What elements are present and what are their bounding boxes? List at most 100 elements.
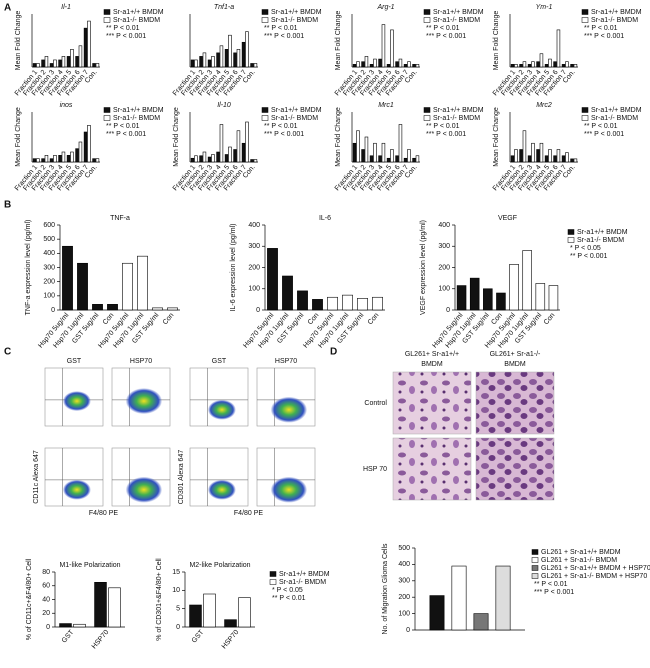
bar (233, 149, 237, 163)
bar (44, 56, 49, 68)
legend-swatch (103, 9, 111, 15)
legend-label: Sr-a1-/- BMDM (279, 579, 326, 586)
y-tick-label: 0 (446, 307, 450, 314)
bar (95, 158, 100, 163)
bar (544, 155, 549, 163)
bar (83, 27, 88, 68)
chart-title: M2-like Polarization (189, 562, 250, 569)
y-tick-label: 600 (43, 222, 55, 229)
bar (357, 298, 368, 311)
p-value-note: ** P < 0.01 (272, 595, 306, 602)
bar (53, 59, 57, 68)
bar (59, 623, 72, 628)
p-value-note: *** P < 0.001 (584, 131, 624, 138)
bar (245, 121, 249, 163)
bar (483, 288, 493, 311)
y-tick-label: 0 (51, 307, 55, 314)
bar (233, 52, 237, 68)
bar (70, 49, 74, 68)
flow-y-label: CD11c Alexa 647 (33, 450, 40, 504)
bar (92, 63, 96, 68)
y-axis-label: VEGF expression level (pg/ml) (420, 220, 427, 315)
y-axis-label: Mean Fold Change (15, 11, 22, 71)
bar (228, 146, 232, 163)
bar (219, 124, 224, 163)
bar (211, 56, 215, 68)
legend-label: Sr-a1+/+ BMDM (433, 9, 484, 16)
legend-swatch (423, 9, 431, 15)
legend-swatch (103, 115, 111, 121)
bar (152, 307, 163, 311)
bar (342, 294, 353, 311)
bar (83, 131, 88, 163)
bar (522, 61, 527, 68)
chart-title: Tnf1-a (214, 4, 234, 11)
y-tick-label: 200 (398, 594, 410, 601)
bar (253, 159, 258, 163)
legend-label: Sr-a1+/+ BMDM (591, 107, 642, 114)
chart-title: TNF-a (110, 215, 130, 222)
bar (122, 262, 133, 311)
bar (403, 157, 408, 163)
bar (78, 45, 83, 68)
bar (565, 152, 569, 163)
p-value-note: *** P < 0.001 (584, 33, 624, 40)
y-tick-label: 400 (43, 250, 55, 257)
flow-header: HSP70 (130, 358, 152, 365)
bar (390, 149, 394, 163)
y-tick-label: 500 (398, 545, 410, 552)
legend-swatch (567, 229, 575, 235)
bar (202, 52, 207, 68)
y-tick-label: 100 (438, 286, 450, 293)
bar (539, 53, 544, 68)
micrograph (475, 437, 555, 501)
bar (207, 156, 212, 163)
bar (32, 158, 37, 163)
bar (398, 58, 403, 68)
y-axis-label: Mean Fold Change (15, 107, 22, 167)
x-tick-label: Con (102, 312, 116, 326)
y-tick-label: 80 (42, 569, 50, 576)
bar (496, 292, 506, 311)
bar (364, 136, 369, 163)
legend-label: Sr-a1+/+ BMDM (591, 9, 642, 16)
bar (539, 142, 544, 163)
bar (561, 155, 566, 163)
bar (199, 56, 203, 68)
y-tick-label: 0 (46, 624, 50, 631)
legend-label: Sr-a1-/- BMDM (433, 115, 480, 122)
legend-label: Sr-a1-/- BMDM (113, 17, 160, 24)
bar (194, 59, 198, 68)
legend-swatch (581, 115, 589, 121)
bar (536, 61, 540, 68)
bar (41, 59, 45, 68)
bar (203, 593, 216, 628)
panel-label: B (4, 200, 11, 211)
y-axis-label: Mean Fold Change (493, 107, 500, 167)
legend-label: Sr-a1-/- BMDM (271, 17, 318, 24)
flow-density (207, 479, 236, 500)
legend-label: GL261 + Sr-a1-/- BMDM (541, 557, 617, 564)
bar (373, 58, 377, 68)
legend-swatch (423, 115, 431, 121)
legend-label: GL261 + Sr-a1-/- BMDM + HSP70 (541, 573, 647, 580)
bar (49, 158, 54, 163)
bar (356, 61, 360, 68)
micro-header: GL261+ Sr-a1+/+ (405, 351, 459, 358)
bar (378, 155, 382, 163)
legend-label: Sr-a1-/- BMDM (577, 237, 624, 244)
bar (556, 149, 561, 163)
bar (536, 149, 540, 163)
p-value-note: ** P < 0.01 (106, 25, 140, 32)
legend-swatch (567, 237, 575, 243)
bar (361, 149, 365, 163)
micro-row-label: HSP 70 (363, 466, 387, 473)
flow-header: GST (212, 358, 227, 365)
chart-title: Ym-1 (536, 4, 553, 11)
bar (522, 130, 527, 163)
y-tick-label: 500 (43, 236, 55, 243)
bar (429, 595, 445, 631)
p-value-note: *** P < 0.001 (264, 131, 304, 138)
bar (381, 142, 386, 163)
micrograph (475, 371, 555, 435)
